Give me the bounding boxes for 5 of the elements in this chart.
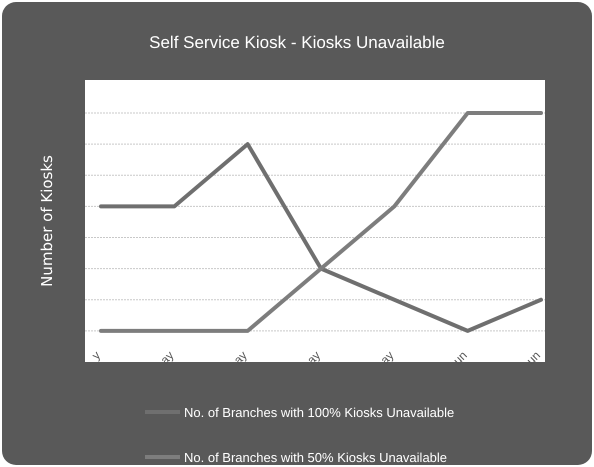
legend-label: No. of Branches with 50% Kiosks Unavailable <box>184 450 448 465</box>
y-axis-title: Number of Kiosks <box>38 154 56 287</box>
chart-title: Self Service Kiosk - Kiosks Unavailable <box>149 33 445 52</box>
x-tick-label: y <box>88 348 104 362</box>
legend-label: No. of Branches with 100% Kiosks Unavailable <box>184 405 454 420</box>
